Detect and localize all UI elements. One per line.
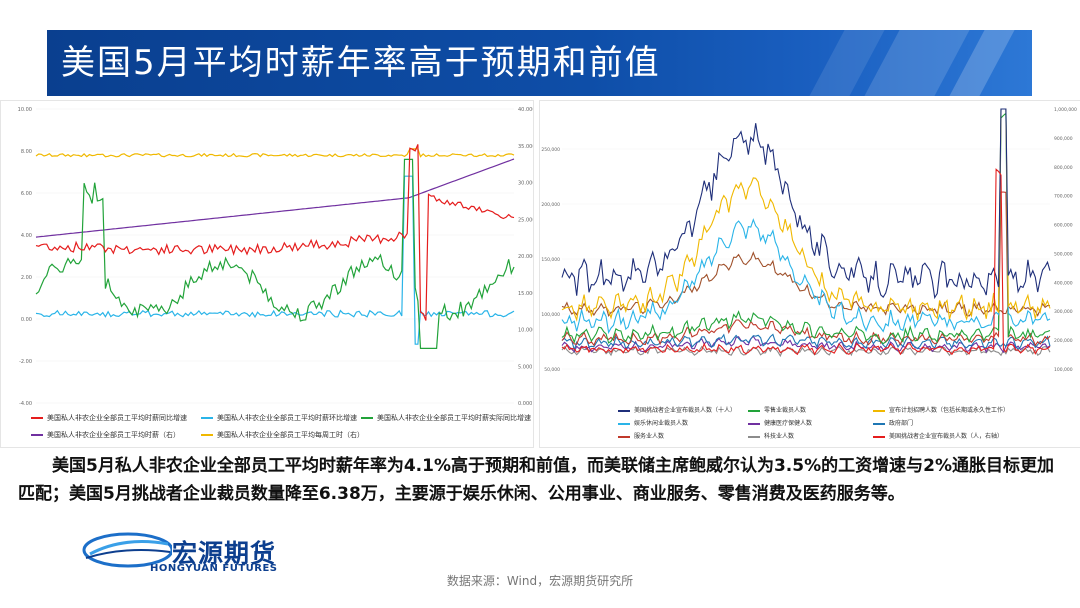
y-right-tick-label: 10.000 — [518, 328, 533, 334]
y-left-tick-label: 150,000 — [541, 257, 560, 263]
y-right-tick-label: 600,000 — [1054, 223, 1073, 229]
yoy-growth-series — [35, 144, 515, 321]
legend-item: 美国挑战者企业宣布裁员人数（十人） — [618, 406, 736, 415]
y-left-tick-label: 200,000 — [541, 202, 560, 208]
y-right-tick-label: 500,000 — [1054, 251, 1073, 257]
y-left-tick-label: 100,000 — [541, 312, 560, 318]
weekly-hours-series — [35, 148, 515, 158]
y-left-tick-label: 0.00 — [21, 317, 32, 323]
y-left-tick-label: 8.00 — [21, 149, 32, 155]
real-yoy-growth-series — [35, 158, 515, 349]
page-title: 美国5月平均时薪年率高于预期和前值 — [61, 43, 661, 83]
summary-paragraph: 美国5月私人非农企业全部员工平均时薪年率为4.1%高于预期和前值，而美联储主席鲍… — [18, 456, 1054, 504]
y-right-tick-label: 30.000 — [518, 181, 533, 187]
legend-item: 娱乐休闲业裁员人数 — [618, 419, 688, 428]
retail-layoffs-series — [561, 112, 1051, 345]
legend-item: 服务业人数 — [618, 432, 664, 441]
wage-chart-legend: 美国私人非农企业全部员工平均时薪同比增速 美国私人非农企业全部员工平均时薪环比增… — [31, 413, 531, 447]
wage-growth-chart: 10.00 8.00 6.00 4.00 2.00 0.00 -2.00 -4.00 40.00… — [0, 100, 536, 448]
y-right-tick-label: 700,000 — [1054, 194, 1073, 200]
y-left-tick-label: -4.00 — [19, 401, 32, 407]
legend-item: 美国私人非农企业全部员工平均时薪同比增速 — [31, 413, 187, 424]
y-left-tick-label: 10.00 — [18, 107, 32, 113]
legend-item: 宣布计划招聘人数（包括长期或永久性工作） — [873, 406, 1009, 415]
y-right-tick-label: 900,000 — [1054, 136, 1073, 142]
y-right-tick-label: 1,000,000 — [1054, 107, 1077, 113]
y-right-tick-label: 25.000 — [518, 217, 533, 223]
y-left-tick-label: 2.00 — [21, 275, 32, 281]
legend-item: 美国私人非农企业全部员工平均时薪（右） — [31, 430, 180, 441]
y-right-tick-label: 5.000 — [518, 364, 532, 370]
company-logo: 宏源期货 HONGYUAN FUTURES — [40, 532, 310, 576]
total-layoffs-right-axis-series — [561, 168, 1051, 356]
legend-item: 健康医疗保健人数 — [748, 419, 812, 428]
y-left-tick-label: 6.00 — [21, 191, 32, 197]
legend-item: 美国私人非农企业全部员工平均时薪实际同比增速 — [361, 413, 531, 424]
y-right-tick-label: 0.000 — [518, 401, 532, 407]
logo-text-cn: 宏源期货 — [172, 539, 277, 568]
hourly-earnings-series — [35, 158, 515, 238]
y-left-tick-label: 4.00 — [21, 233, 32, 239]
legend-item: 美国挑战者企业宣布裁员人数（人，右轴） — [873, 432, 1003, 441]
legend-item: 零售业裁员人数 — [748, 406, 806, 415]
data-source-note: 数据来源：Wind，宏源期货研究所 — [446, 574, 634, 588]
hiring-plans-series — [561, 108, 1051, 322]
y-right-tick-label: 35.000 — [518, 144, 533, 150]
y-right-tick-label: 400,000 — [1054, 280, 1073, 286]
legend-item: 美国私人非农企业全部员工平均时薪环比增速 — [201, 413, 357, 424]
y-left-tick-label: 50,000 — [544, 367, 560, 373]
layoffs-chart-svg: 250,000 200,000 150,000 100,000 50,000 1,000,… — [541, 107, 1077, 373]
logo-mark-icon — [82, 532, 172, 568]
legend-item: 政府部门 — [873, 419, 913, 428]
y-right-tick-label: 15.000 — [518, 291, 533, 297]
y-right-tick-label: 40.000 — [518, 107, 533, 113]
title-banner: 美国5月平均时薪年率高于预期和前值 — [47, 30, 1032, 96]
layoffs-chart-legend: 美国挑战者企业宣布裁员人数（十人） 零售业裁员人数 宣布计划招聘人数（包括长期或… — [618, 406, 1078, 446]
y-right-tick-label: 200,000 — [1054, 338, 1073, 344]
health-layoffs-series — [561, 335, 1051, 354]
other-layoffs-series — [561, 251, 1050, 317]
legend-item: 美国私人非农企业全部员工平均每周工时（右） — [201, 430, 364, 441]
y-left-tick-label: -2.00 — [19, 359, 32, 365]
logo-text-en: HONGYUAN FUTURES — [150, 563, 278, 574]
mom-growth-series — [35, 175, 515, 345]
leisure-layoffs-series — [561, 108, 1051, 335]
y-right-tick-label: 20.000 — [518, 254, 533, 260]
y-right-tick-label: 100,000 — [1054, 367, 1073, 373]
y-right-tick-label: 300,000 — [1054, 309, 1073, 315]
layoffs-chart: 250,000 200,000 150,000 100,000 50,000 1,000,… — [539, 100, 1080, 448]
total-layoffs-series — [561, 108, 1051, 300]
legend-item: 科技业人数 — [748, 432, 794, 441]
wage-growth-chart-svg: 10.00 8.00 6.00 4.00 2.00 0.00 -2.00 -4.00 40.00… — [18, 107, 536, 407]
y-right-tick-label: 800,000 — [1054, 165, 1073, 171]
y-left-tick-label: 250,000 — [541, 147, 560, 153]
